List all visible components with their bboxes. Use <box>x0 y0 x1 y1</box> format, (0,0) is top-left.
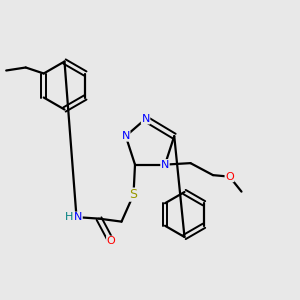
Text: N: N <box>141 114 150 124</box>
Text: H: H <box>65 212 73 222</box>
Text: N: N <box>161 160 169 170</box>
Text: O: O <box>225 172 234 182</box>
Text: O: O <box>106 236 116 246</box>
Text: N: N <box>122 131 130 141</box>
Text: N: N <box>74 212 82 222</box>
Text: S: S <box>130 188 137 201</box>
